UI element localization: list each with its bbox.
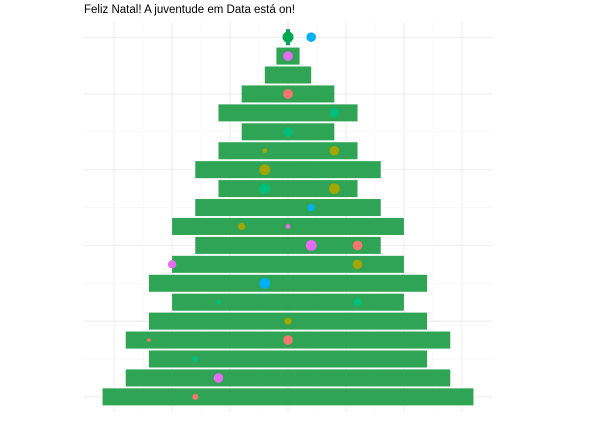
ornament-point (306, 32, 316, 42)
ornament-point (307, 203, 315, 212)
tree-top-star (282, 31, 294, 43)
tree-layer-bar (195, 236, 381, 254)
tree-top (282, 29, 294, 46)
ornament-point (285, 224, 291, 229)
ornament-point (283, 89, 293, 99)
tree-layer-bar (125, 369, 451, 387)
tree-layer-bar (172, 255, 404, 273)
ornament-point (284, 317, 292, 325)
ornament-point (167, 260, 177, 269)
ornament-point (352, 259, 363, 270)
tree-layer-bar (218, 104, 358, 122)
ornament-point (216, 299, 221, 305)
tree-layer-bar (172, 293, 404, 311)
tree-layer-bar (264, 66, 312, 84)
ornament-point (329, 145, 340, 156)
tree-layer-bar (102, 388, 474, 406)
ornament-point (192, 355, 199, 362)
ornament-point (283, 335, 293, 345)
ornament-point (213, 373, 224, 383)
ornament-point (305, 239, 317, 251)
ornament-point (283, 51, 293, 61)
ornament-point (147, 338, 151, 342)
ornament-point (329, 108, 340, 118)
ornament-point (352, 240, 363, 251)
ornament-point (262, 148, 268, 154)
tree-layer-bar (148, 274, 428, 292)
ornament-point (328, 183, 340, 195)
tree-layers (102, 47, 474, 406)
tree-layer-bar (195, 199, 381, 217)
tree-layer-bar (148, 350, 428, 368)
ornaments (147, 32, 363, 400)
ornament-point (259, 183, 271, 195)
tree-layer-bar (195, 161, 381, 179)
ornament-point (238, 222, 246, 231)
ornament-point (283, 127, 293, 137)
ornament-point (192, 393, 199, 400)
chart-title: Feliz Natal! A juventude em Data está on… (84, 4, 295, 16)
tree-layer-bar (218, 142, 358, 160)
ornament-point (353, 297, 362, 307)
ornament-point (259, 277, 271, 289)
ornament-point (259, 164, 271, 176)
tree-layer-bar (218, 180, 358, 198)
